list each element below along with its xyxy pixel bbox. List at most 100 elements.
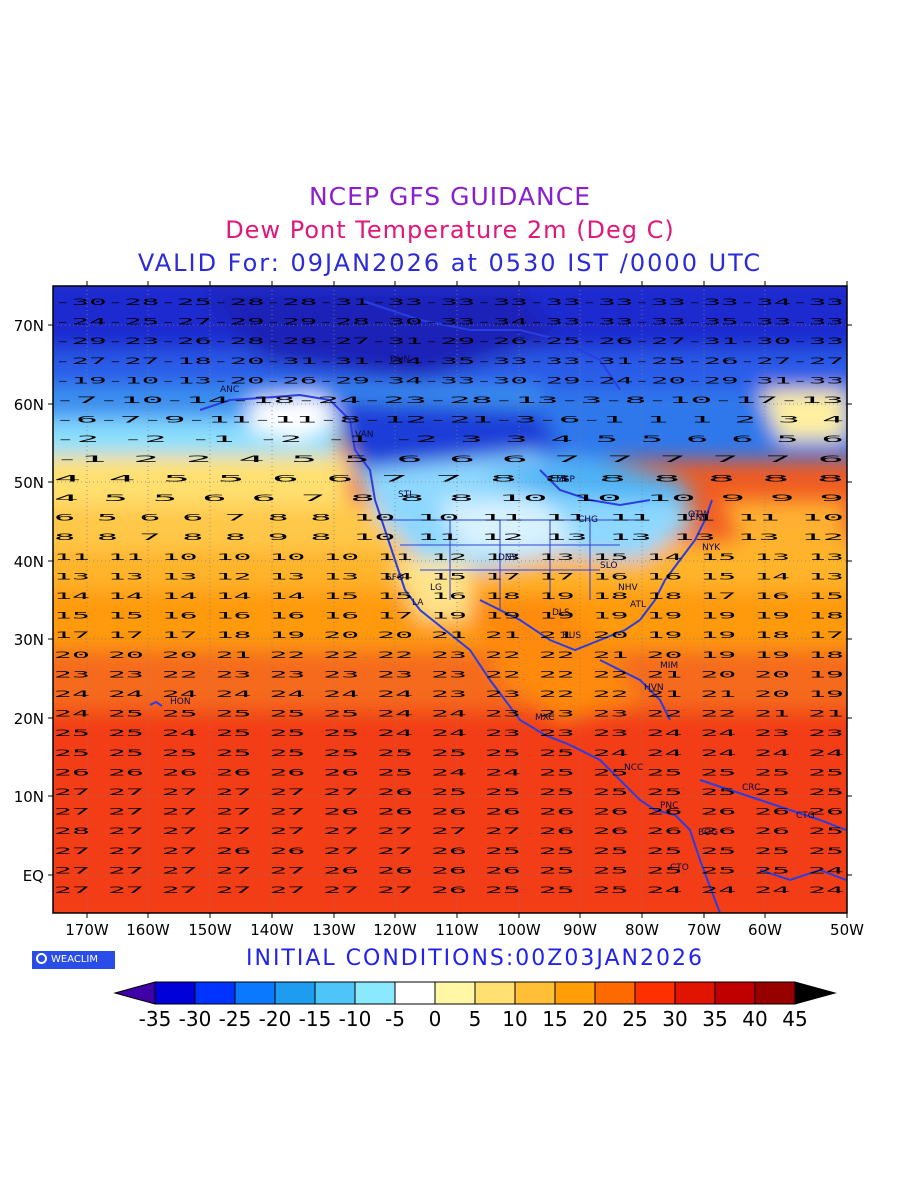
colorbar-label: 30 — [662, 1007, 687, 1031]
city-label: ATL — [630, 600, 646, 610]
lat-label: 30N — [14, 631, 44, 649]
colorbar-cell — [274, 981, 316, 1005]
value-row: -7-10-14-18-24-23-28-13-3-8-10-17-13 — [54, 396, 844, 406]
city-label: NCC — [624, 763, 643, 773]
city-label: LA — [412, 598, 424, 608]
value-row: 8 8 7 8 8 9 8 10 11 12 13 13 13 13 12 — [54, 533, 844, 543]
lon-label: 150W — [188, 921, 232, 939]
city-label: HON — [170, 697, 191, 707]
colorbar-label: 15 — [542, 1007, 567, 1031]
lon-label: 70W — [687, 921, 721, 939]
colorbar-label: -5 — [385, 1007, 405, 1031]
colorbar-cell — [794, 981, 837, 1005]
city-label: ANC — [220, 385, 239, 395]
city-label: NHV — [618, 583, 639, 593]
value-row: 25 25 25 25 25 25 25 25 25 25 24 24 24 2… — [54, 749, 844, 759]
colorbar-cell — [434, 981, 476, 1005]
city-label: OTW — [688, 510, 710, 520]
city-label: ENI — [690, 513, 705, 523]
lon-label: 100W — [497, 921, 541, 939]
value-row: -27-27-18-20-31-31-34-35-33-33-31-25-26-… — [54, 357, 844, 367]
colorbar-cell — [594, 981, 636, 1005]
longitude-labels: 170W 160W 150W 140W 130W 120W 110W 100W 90W 80W 70… — [65, 921, 864, 939]
colorbar-cell — [154, 981, 196, 1005]
value-row: 14 14 14 14 14 15 15 16 18 19 18 18 17 1… — [54, 592, 844, 602]
value-grid: -30-28-25-28-28-31-33-33-33-33-33-33-33-… — [54, 298, 844, 896]
colorbar-label: 45 — [782, 1007, 807, 1031]
colorbar-cell — [714, 981, 756, 1005]
value-row: 17 17 17 18 19 20 20 21 21 21 20 19 19 1… — [54, 631, 844, 641]
value-row: 13 13 13 12 13 13 14 15 17 17 16 16 15 1… — [54, 572, 844, 582]
colorbar-cell — [354, 981, 396, 1005]
weaclim-logo: WEACLIM — [32, 951, 115, 969]
value-row: 15 15 16 16 16 16 17 19 19 19 19 19 19 1… — [54, 612, 844, 622]
colorbar-cell — [514, 981, 556, 1005]
city-labels: ANC DUN VAN STL LG SFO LA DNV DLS HUS MSP CHG SLO NHV… — [170, 355, 815, 873]
colorbar-cell — [474, 981, 516, 1005]
colorbar-cell — [314, 981, 356, 1005]
city-label: SFO — [386, 573, 404, 583]
city-label: MSP — [556, 475, 575, 485]
coastlines — [149, 299, 847, 913]
state-borders — [380, 519, 640, 610]
lon-label: 50W — [830, 921, 864, 939]
city-label: CTO — [670, 863, 689, 873]
value-row: 27 27 27 27 27 26 26 26 26 26 26 26 26 2… — [54, 808, 844, 818]
lon-label: 90W — [563, 921, 597, 939]
colorbar-cell — [674, 981, 716, 1005]
lat-label: 10N — [14, 788, 44, 806]
city-label: PNC — [660, 801, 678, 811]
city-label: CTG — [796, 811, 815, 821]
value-row: 20 20 20 21 22 22 22 23 22 22 21 20 19 1… — [54, 651, 844, 661]
lat-label: 50N — [14, 474, 44, 492]
lat-label: EQ — [23, 867, 44, 885]
colorbar-label: 25 — [622, 1007, 647, 1031]
value-row: -2 -2 -1 -2 -1 -2 3 3 4 5 5 6 6 5 6 — [54, 435, 844, 445]
map-frame — [52, 285, 848, 914]
value-row: 25 25 24 25 25 25 24 24 23 23 23 24 24 2… — [54, 729, 844, 739]
map-field: -30-28-25-28-28-31-33-33-33-33-33-33-33-… — [53, 286, 847, 913]
value-row: 27 27 27 27 27 27 27 26 25 25 25 24 24 2… — [54, 886, 844, 896]
city-label: DLS — [552, 608, 570, 618]
city-label: MXC — [535, 713, 555, 723]
city-label: SLO — [600, 561, 618, 571]
city-label: HUS — [562, 631, 581, 641]
graticule — [53, 286, 847, 913]
lat-label: 40N — [14, 553, 44, 571]
value-row: 27 27 27 26 26 27 27 26 25 25 25 25 25 2… — [54, 847, 844, 857]
colorbar-label: -20 — [259, 1007, 292, 1031]
value-row: 11 11 10 10 10 10 11 12 13 13 15 14 15 1… — [54, 553, 844, 563]
city-label: MIM — [660, 661, 678, 671]
value-row: -24-25-27-29-29-28-30-33-34-33-33-33-35-… — [54, 318, 844, 328]
lon-label: 170W — [65, 921, 109, 939]
initial-conditions: INITIAL CONDITIONS:00Z03JAN2026 — [246, 946, 704, 971]
colorbar-cell — [754, 981, 796, 1005]
colorbar-label: 40 — [742, 1007, 767, 1031]
lat-label: 60N — [14, 396, 44, 414]
city-label: VAN — [355, 430, 373, 440]
value-row: 24 25 25 25 25 25 24 24 23 23 23 22 22 2… — [54, 710, 844, 720]
city-label: CHG — [578, 515, 598, 525]
chart-subtitle: Dew Pont Temperature 2m (Deg C) — [225, 216, 675, 244]
city-label: CRC — [742, 783, 760, 793]
lon-label: 110W — [435, 921, 479, 939]
city-label: NYK — [702, 543, 721, 553]
value-row: 6 5 6 6 7 8 8 10 10 11 11 11 11 11 10 — [54, 514, 844, 524]
city-label: LG — [430, 583, 442, 593]
city-label: BOG — [698, 828, 718, 838]
value-row: 26 26 26 26 26 26 25 24 24 25 25 25 25 2… — [54, 768, 844, 778]
colorbar-label: -10 — [339, 1007, 372, 1031]
city-label: STL — [398, 490, 414, 500]
colorbar-label: 0 — [429, 1007, 442, 1031]
colorbar-label: -35 — [139, 1007, 172, 1031]
city-label: HVN — [644, 683, 664, 693]
city-label: DUN — [390, 355, 410, 365]
lat-label: 20N — [14, 710, 44, 728]
latitude-labels: 70N 60N 50N 40N 30N 20N 10N EQ — [14, 317, 44, 885]
colorbar-cell — [234, 981, 276, 1005]
value-row: 28 27 27 27 27 27 27 27 27 26 26 26 26 2… — [54, 827, 844, 837]
value-row: -30-28-25-28-28-31-33-33-33-33-33-33-33-… — [54, 298, 844, 308]
colorbar-cell — [194, 981, 236, 1005]
valid-time: VALID For: 09JAN2026 at 0530 IST /0000 U… — [137, 249, 763, 277]
